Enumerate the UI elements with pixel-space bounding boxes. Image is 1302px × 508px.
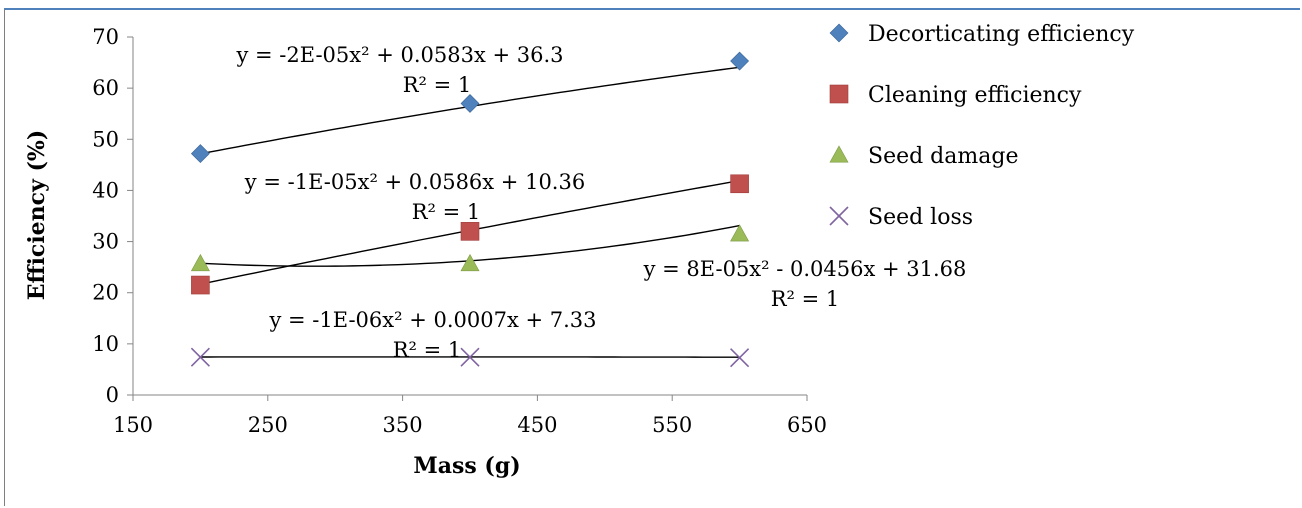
trendline-equations: y = -2E-05x² + 0.0583x + 36.3 R² = 1 y = -… — [235, 43, 966, 362]
y-tick-label: 0 — [106, 383, 119, 407]
y-tick-label: 70 — [92, 25, 119, 49]
chart-frame — [4, 8, 1300, 506]
legend-marker — [829, 23, 849, 43]
legend-marker — [829, 84, 849, 104]
data-point — [730, 348, 750, 368]
legend-label: Seed damage — [868, 144, 1018, 169]
x-tick-label: 650 — [787, 413, 827, 437]
data-markers — [190, 51, 750, 368]
data-point — [190, 347, 210, 367]
data-point — [730, 51, 750, 71]
data-point — [460, 347, 480, 367]
legend: Decorticating efficiency Cleaning efficie… — [829, 22, 1135, 230]
data-point — [460, 253, 480, 272]
data-point — [730, 174, 749, 194]
y-tick-label: 60 — [92, 76, 119, 100]
y-tick-label: 40 — [92, 178, 119, 202]
x-tick-label: 550 — [652, 413, 692, 437]
legend-marker — [829, 206, 849, 226]
legend-item: Seed loss — [829, 205, 973, 230]
data-point — [460, 94, 480, 113]
data-point — [190, 144, 210, 164]
legend-item: Seed damage — [829, 144, 1018, 169]
trendline-equation: y = 8E-05x² - 0.0456x + 31.68 — [643, 257, 967, 281]
legend-label: Decorticating efficiency — [868, 22, 1135, 47]
data-point — [190, 253, 210, 272]
legend-item: Decorticating efficiency — [829, 22, 1135, 47]
y-axis-title: Efficiency (%) — [24, 130, 50, 301]
trendline-r-squared: R² = 1 — [393, 338, 462, 362]
y-tick-label: 50 — [92, 127, 119, 151]
y-tick-label: 10 — [92, 332, 119, 356]
data-point — [730, 224, 750, 242]
trendline-r-squared: R² = 1 — [403, 73, 472, 97]
axes: 0 10 20 30 40 50 60 70 150 250 350 450 550 650 — [92, 25, 827, 437]
x-tick-label: 350 — [383, 413, 423, 437]
x-tick-label: 150 — [113, 413, 153, 437]
trendline-equation: y = -1E-06x² + 0.0007x + 7.33 — [268, 308, 596, 332]
legend-label: Cleaning efficiency — [868, 83, 1082, 108]
y-tick-label: 20 — [92, 281, 119, 305]
legend-label: Seed loss — [868, 205, 973, 230]
data-point — [191, 275, 210, 295]
trendline-r-squared: R² = 1 — [771, 287, 840, 311]
x-axis-title: Mass (g) — [413, 453, 520, 479]
x-tick-label: 450 — [517, 413, 557, 437]
legend-item: Cleaning efficiency — [829, 83, 1082, 108]
x-tick-label: 250 — [248, 413, 288, 437]
legend-marker — [829, 145, 849, 163]
y-tick-label: 30 — [92, 230, 119, 254]
trendline-equation: y = -1E-05x² + 0.0586x + 10.36 — [244, 170, 585, 194]
trendline-equation: y = -2E-05x² + 0.0583x + 36.3 — [235, 43, 563, 67]
trendline-r-squared: R² = 1 — [412, 200, 481, 224]
data-point — [460, 222, 480, 241]
